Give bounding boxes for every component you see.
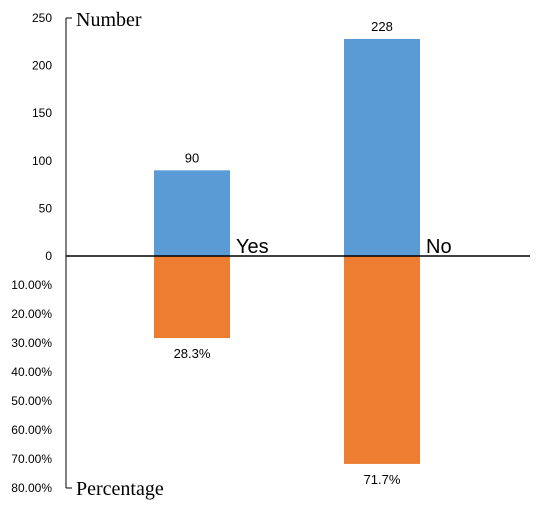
number-data-label: 228 (371, 19, 393, 34)
upper-axis-ticks: 0 50 100 150 200 250 (32, 11, 52, 263)
upper-tick-label: 0 (45, 249, 52, 263)
lower-tick-label: 70.00% (11, 452, 52, 466)
lower-axis-title: Percentage (76, 478, 164, 500)
data-labels: 90 28.3% 228 71.7% (174, 19, 401, 487)
upper-tick-label: 200 (32, 59, 52, 73)
number-data-label: 90 (185, 150, 199, 165)
lower-tick-label: 40.00% (11, 365, 52, 379)
lower-tick-label: 80.00% (11, 481, 52, 495)
upper-tick-label: 150 (32, 106, 52, 120)
number-bar-no (344, 38, 420, 256)
percentage-data-label: 71.7% (364, 472, 401, 487)
upper-tick-label: 50 (39, 201, 53, 215)
lower-tick-label: 20.00% (11, 307, 52, 321)
lower-tick-label: 30.00% (11, 336, 52, 350)
upper-tick-label: 100 (32, 154, 52, 168)
category-label-yes: Yes (236, 236, 269, 258)
upper-axis-title: Number (76, 9, 142, 31)
percentage-bar-no (344, 256, 420, 464)
category-labels: Yes No (236, 236, 452, 258)
percentage-bar-yes (154, 256, 230, 339)
upper-tick-label: 250 (32, 11, 52, 25)
lower-tick-label: 10.00% (11, 278, 52, 292)
lower-tick-label: 50.00% (11, 394, 52, 408)
number-bar-yes (154, 170, 230, 256)
category-label-no: No (426, 236, 452, 258)
percentage-data-label: 28.3% (174, 346, 211, 361)
lower-axis-ticks: 10.00% 20.00% 30.00% 40.00% 50.00% 60.00% 70.0… (11, 278, 52, 495)
lower-tick-label: 60.00% (11, 423, 52, 437)
bars (154, 38, 420, 464)
